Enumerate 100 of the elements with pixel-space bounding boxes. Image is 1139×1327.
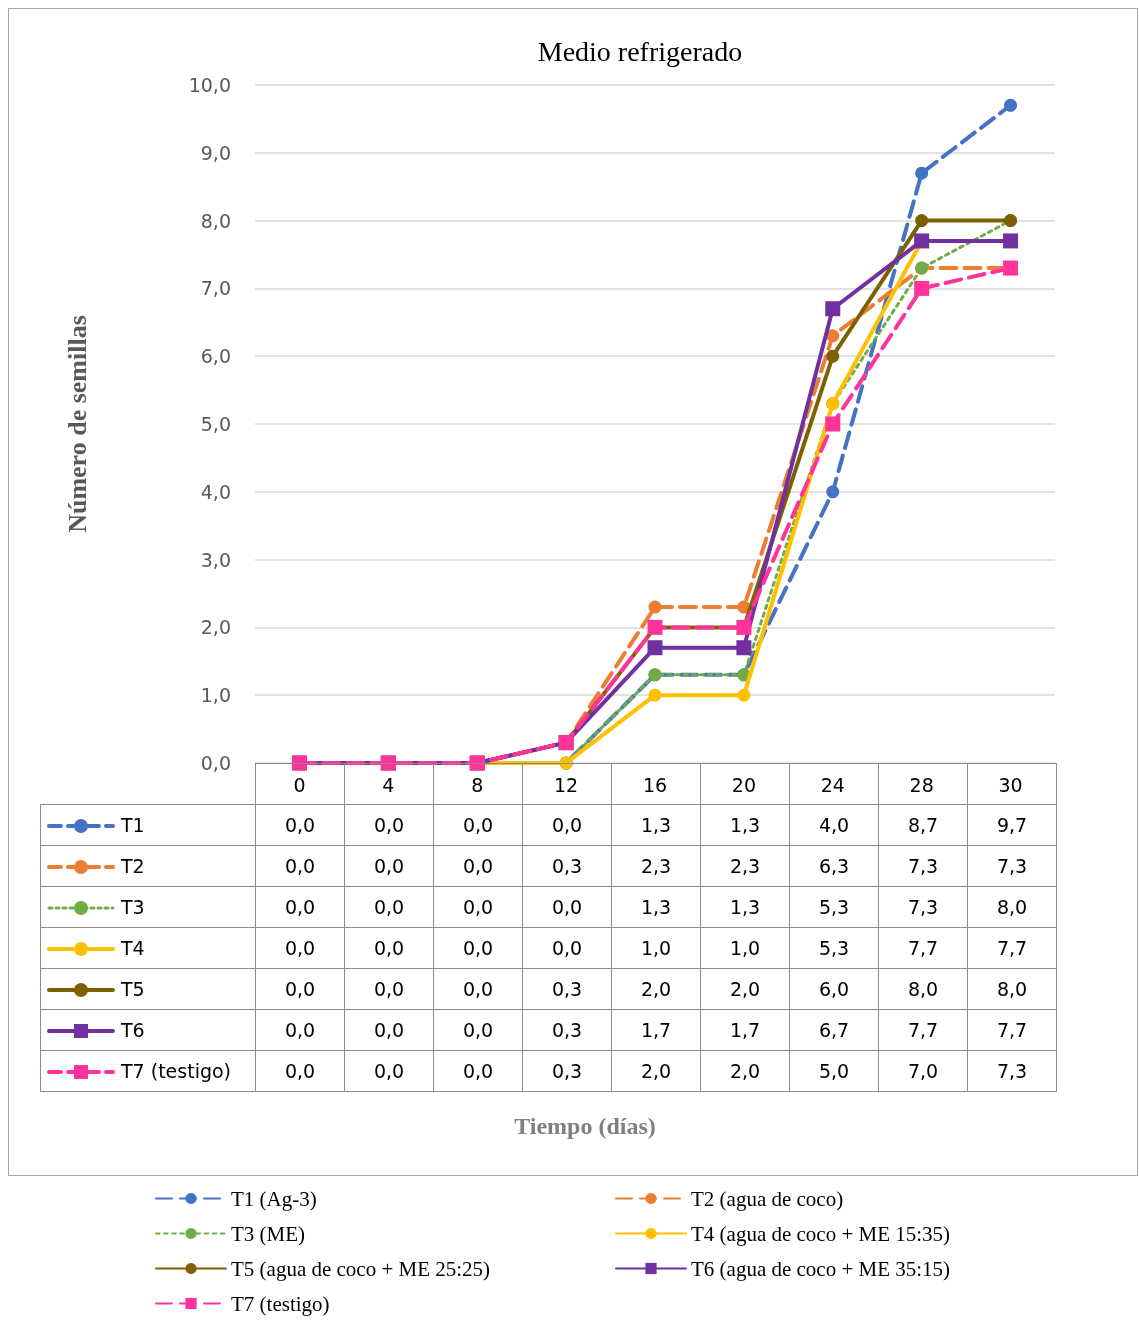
data-label: 0,0 bbox=[344, 927, 434, 969]
point bbox=[647, 640, 663, 656]
data-label: 8,0 bbox=[967, 968, 1057, 1010]
data-label: 0,0 bbox=[255, 1050, 345, 1092]
y-tick-label: 5,0 bbox=[200, 413, 231, 435]
point bbox=[826, 329, 840, 343]
text: T1 bbox=[40, 804, 256, 846]
text: Tiempo (días) bbox=[514, 1113, 656, 1140]
text: T2 bbox=[40, 845, 256, 887]
data-label: 0,3 bbox=[522, 1009, 612, 1051]
data-label: 8,0 bbox=[967, 886, 1057, 928]
text: T6 bbox=[40, 1009, 256, 1051]
legend-label: T4 (agua de coco + ME 15:35) bbox=[691, 1221, 951, 1246]
text: 0,0 bbox=[373, 978, 405, 1000]
data-label: 0,0 bbox=[433, 1009, 523, 1051]
text: 0,0 bbox=[284, 814, 316, 836]
chart-title: Medio refrigerado bbox=[537, 35, 743, 67]
data-label: 6,7 bbox=[789, 1009, 879, 1051]
point bbox=[825, 416, 841, 432]
point bbox=[914, 280, 930, 296]
data-label: 7,3 bbox=[967, 1050, 1057, 1092]
legend-label: T5 (agua de coco + ME 25:25) bbox=[231, 1256, 491, 1281]
x-tick-label: 8 bbox=[471, 773, 484, 796]
data-label: 6,0 bbox=[789, 968, 879, 1010]
data-label: 7,0 bbox=[878, 1050, 968, 1092]
x-tick-label: 28 bbox=[909, 773, 934, 796]
text: T7 (testigo) bbox=[40, 1050, 256, 1092]
data-label: 0,0 bbox=[522, 804, 612, 846]
data-label: 2,0 bbox=[611, 968, 701, 1010]
data-label: 0,0 bbox=[344, 845, 434, 887]
point bbox=[825, 301, 841, 317]
data-label: 2,0 bbox=[700, 968, 790, 1010]
data-label: 1,0 bbox=[700, 927, 790, 969]
data-label: 8,0 bbox=[878, 968, 968, 1010]
data-label: 0,0 bbox=[433, 927, 523, 969]
data-label: 0,0 bbox=[344, 1009, 434, 1051]
legend-label: T2 (agua de coco) bbox=[691, 1186, 844, 1211]
x-tick-label: 0 bbox=[293, 773, 306, 796]
y-tick-label: 10,0 bbox=[188, 74, 231, 96]
point bbox=[737, 688, 751, 702]
text: T4 bbox=[40, 927, 256, 969]
point bbox=[736, 640, 752, 656]
y-tick-label: 3,0 bbox=[200, 548, 231, 571]
data-label: 1,7 bbox=[700, 1009, 790, 1051]
data-label: 1,0 bbox=[611, 927, 701, 969]
data-label: 1,3 bbox=[700, 804, 790, 846]
data-label: 1,3 bbox=[700, 886, 790, 928]
point bbox=[915, 166, 929, 180]
point bbox=[826, 485, 840, 499]
data-label: 0,0 bbox=[433, 968, 523, 1010]
data-label: 2,3 bbox=[611, 845, 701, 887]
data-label: 2,0 bbox=[700, 1050, 790, 1092]
legend-label: T3 (ME) bbox=[231, 1221, 306, 1246]
y-tick-label: 7,0 bbox=[200, 277, 231, 300]
data-label: 5,3 bbox=[789, 886, 879, 928]
data-label: 0,0 bbox=[433, 804, 523, 846]
data-label: 0,0 bbox=[522, 927, 612, 969]
data-label: 7,7 bbox=[878, 927, 968, 969]
data-label: 2,3 bbox=[700, 845, 790, 887]
data-label: 5,0 bbox=[789, 1050, 879, 1092]
data-label: 0,3 bbox=[522, 845, 612, 887]
data-label: 0,3 bbox=[522, 968, 612, 1010]
data-label: 0,0 bbox=[433, 845, 523, 887]
y-tick-label: 8,0 bbox=[200, 209, 231, 232]
legend-label: T7 (testigo) bbox=[231, 1291, 330, 1316]
y-tick-label: 0,0 bbox=[200, 752, 231, 774]
x-tick-label: 4 bbox=[382, 773, 395, 796]
y-tick-label: 2,0 bbox=[200, 616, 231, 639]
y-axis-title: Número de semillas bbox=[62, 315, 92, 533]
data-label: 0,0 bbox=[433, 1050, 523, 1092]
data-label: 6,3 bbox=[789, 845, 879, 887]
text: T5 bbox=[40, 968, 256, 1010]
text: 0,0 bbox=[284, 978, 316, 1000]
data-label: 7,7 bbox=[878, 1009, 968, 1051]
data-label: 2,0 bbox=[611, 1050, 701, 1092]
text: 0,0 bbox=[373, 896, 405, 918]
y-tick-label: 4,0 bbox=[200, 480, 231, 503]
text: 0,0 bbox=[373, 814, 405, 836]
text: 0,0 bbox=[284, 896, 316, 918]
point bbox=[826, 349, 840, 363]
data-label: 0,3 bbox=[522, 1050, 612, 1092]
legend-label: T6 (agua de coco + ME 35:15) bbox=[691, 1256, 951, 1281]
data-label: 7,7 bbox=[967, 1009, 1057, 1051]
data-label: 0,0 bbox=[433, 886, 523, 928]
data-label: 9,7 bbox=[967, 804, 1057, 846]
x-tick-label: 24 bbox=[820, 773, 845, 796]
x-tick-label: 12 bbox=[554, 773, 579, 796]
data-label: 7,3 bbox=[878, 845, 968, 887]
data-label: 7,3 bbox=[967, 845, 1057, 887]
text: T3 bbox=[40, 886, 256, 928]
point bbox=[648, 600, 662, 614]
data-label: 0,0 bbox=[255, 845, 345, 887]
data-label: 4,0 bbox=[789, 804, 879, 846]
data-label: 7,7 bbox=[967, 927, 1057, 969]
x-tick-label: 20 bbox=[731, 773, 756, 796]
point bbox=[648, 688, 662, 702]
data-label: 7,3 bbox=[878, 886, 968, 928]
data-label: 5,3 bbox=[789, 927, 879, 969]
data-label: 1,3 bbox=[611, 886, 701, 928]
data-label: 0,0 bbox=[255, 927, 345, 969]
